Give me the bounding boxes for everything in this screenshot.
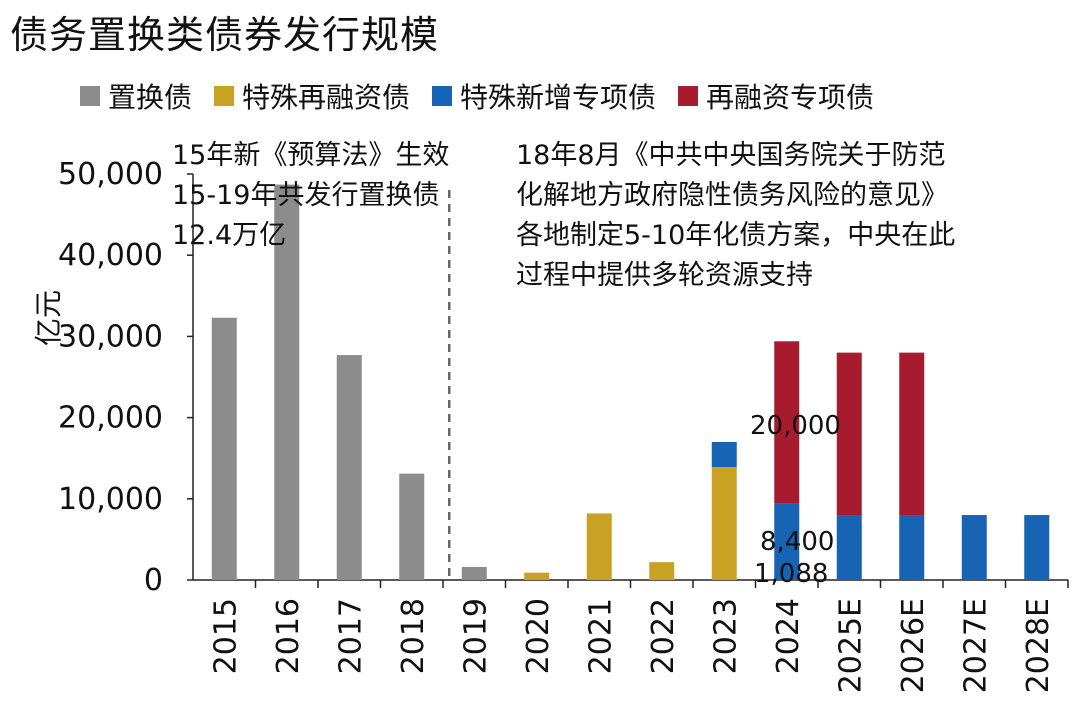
bar-2025E-series-3 xyxy=(836,352,862,516)
legend-label-special-refinancing: 特殊再融资债 xyxy=(242,81,411,114)
bar-2018-series-0 xyxy=(399,473,425,580)
y-tick-label: 30,000 xyxy=(58,319,163,354)
legend-label-refinancing-special: 再融资专项债 xyxy=(706,81,875,114)
annotation-left: 15年新《预算法》生效 15-19年共发行置换债 12.4万亿 xyxy=(172,140,450,251)
bar-2023-series-2 xyxy=(711,441,737,468)
bar-2025E-series-2 xyxy=(836,515,862,580)
y-axis-title: 亿元 xyxy=(32,290,65,346)
legend-item-refinancing-special: 再融资专项债 xyxy=(678,76,874,116)
legend-swatch-special-new xyxy=(432,86,453,106)
x-tick-label-2022: 2022 xyxy=(646,598,681,674)
x-tick-label-2028E: 2028E xyxy=(1021,598,1056,693)
legend-swatch-replacement xyxy=(80,86,100,106)
x-tick-label-2024: 2024 xyxy=(771,598,806,674)
bar-2017-series-0 xyxy=(336,355,362,580)
legend-swatch-special-refinancing xyxy=(214,86,235,106)
legend-label-replacement: 置换债 xyxy=(108,81,193,114)
bar-2024-series-3 xyxy=(774,341,800,504)
y-tick-label: 0 xyxy=(144,563,163,598)
y-tick-label: 40,000 xyxy=(58,238,163,273)
legend-item-special-refinancing: 特殊再融资债 xyxy=(214,76,410,116)
x-tick-label-2026E: 2026E xyxy=(896,598,931,693)
x-tick-label-2027E: 2027E xyxy=(958,598,993,693)
y-tick-label: 50,000 xyxy=(58,157,163,192)
y-tick-label: 10,000 xyxy=(58,482,163,517)
bar-2026E-series-3 xyxy=(899,352,925,516)
annotation-right: 18年8月《中共中央国务院关于防范 化解地方政府隐性债务风险的意见》 各地制定5… xyxy=(516,140,956,291)
legend: 置换债 特殊再融资债 特殊新增专项债 再融资专项债 xyxy=(80,76,874,116)
bar-2022-series-1 xyxy=(649,562,675,580)
legend-item-special-new: 特殊新增专项债 xyxy=(432,76,656,116)
bar-2027E-series-2 xyxy=(961,515,987,580)
bar-2021-series-1 xyxy=(586,513,612,580)
x-tick-label-2016: 2016 xyxy=(271,598,306,674)
bar-2020-series-1 xyxy=(524,572,550,580)
legend-swatch-refinancing-special xyxy=(678,86,699,106)
x-tick-label-2021: 2021 xyxy=(583,598,618,674)
x-tick-label-2018: 2018 xyxy=(396,598,431,674)
legend-item-replacement: 置换债 xyxy=(80,76,192,116)
bar-2026E-series-2 xyxy=(899,515,925,580)
y-tick-label: 20,000 xyxy=(58,401,163,436)
bar-2023-series-1 xyxy=(711,467,737,580)
x-tick-label-2023: 2023 xyxy=(708,598,743,674)
bar-2028E-series-2 xyxy=(1024,515,1050,580)
x-tick-label-2020: 2020 xyxy=(521,598,556,674)
legend-label-special-new: 特殊新增专项债 xyxy=(460,81,657,114)
x-tick-label-2015: 2015 xyxy=(208,598,243,674)
bar-2019-series-0 xyxy=(461,567,487,580)
bar-2015-series-0 xyxy=(211,317,237,580)
x-tick-label-2017: 2017 xyxy=(333,598,368,674)
bar-2016-series-0 xyxy=(274,184,300,580)
data-label-0: 20,000 xyxy=(750,411,841,441)
data-label-2: 1,088 xyxy=(754,559,828,589)
x-tick-label-2019: 2019 xyxy=(458,598,493,674)
data-label-1: 8,400 xyxy=(760,527,834,557)
bar-2024-series-2 xyxy=(774,503,800,580)
chart-title: 债务置换类债券发行规模 xyxy=(10,13,440,57)
x-tick-label-2025E: 2025E xyxy=(833,598,868,693)
